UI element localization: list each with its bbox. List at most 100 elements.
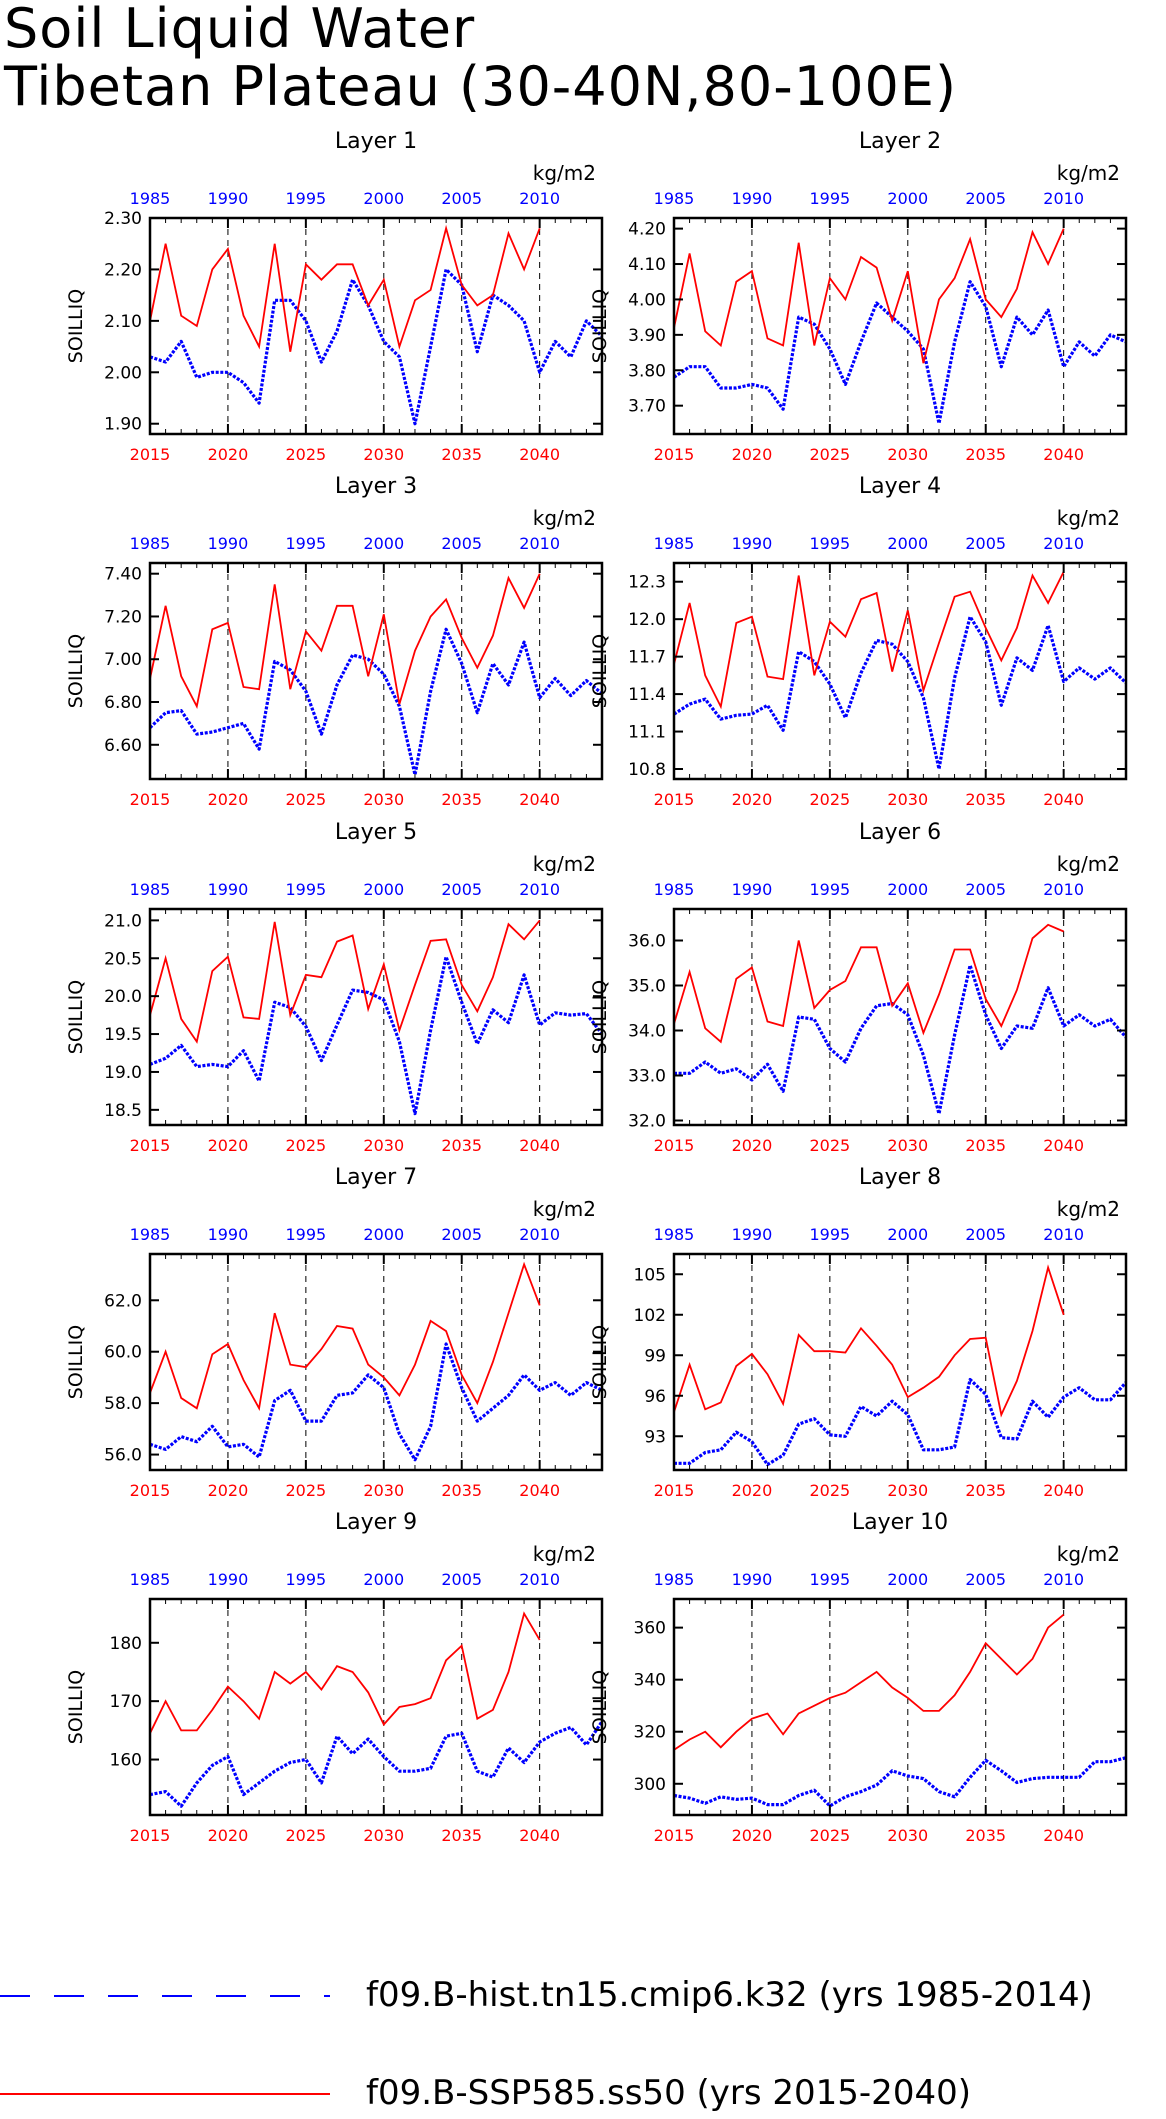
layer-7-xtick-bottom-label: 2025 <box>286 1481 327 1500</box>
layer-3-ytick-label: 7.40 <box>104 565 142 585</box>
layer-1-xtick-bottom-label: 2025 <box>286 445 327 464</box>
layer-8-title: Layer 8 <box>859 1165 941 1190</box>
layer-10-xtick-bottom-label: 2035 <box>965 1826 1006 1845</box>
layer-10-units: kg/m2 <box>1057 1542 1120 1566</box>
layer-5-xtick-bottom-label: 2025 <box>286 1136 327 1155</box>
layer-10-ytick-label: 340 <box>634 1671 666 1691</box>
layer-9-ytick-label: 160 <box>110 1751 142 1771</box>
layer-3-xtick-bottom-label: 2020 <box>208 790 249 809</box>
layer-6-xtick-bottom-label: 2020 <box>732 1136 773 1155</box>
layer-10-xtick-top-label: 2010 <box>1043 1570 1084 1589</box>
layer-8-ytick-label: 105 <box>634 1265 666 1285</box>
layer-6-ytick-label: 34.0 <box>628 1022 666 1042</box>
layer-9-xtick-top-label: 1990 <box>208 1570 249 1589</box>
layer-4-xtick-bottom-label: 2015 <box>654 790 695 809</box>
layer-6-ytick-label: 33.0 <box>628 1067 666 1087</box>
layer-2-xtick-bottom-label: 2040 <box>1043 445 1084 464</box>
layer-6-xtick-bottom-label: 2025 <box>810 1136 851 1155</box>
layer-5-units: kg/m2 <box>533 852 596 876</box>
layer-6-xtick-top-label: 2005 <box>965 880 1006 899</box>
layer-10-title: Layer 10 <box>852 1510 948 1535</box>
layer-9-xtick-top-label: 2005 <box>441 1570 482 1589</box>
layer-6-series-ssp-line <box>673 923 1065 1044</box>
layer-2-xtick-top-label: 2010 <box>1043 189 1084 208</box>
layer-3-xtick-bottom-label: 2025 <box>286 790 327 809</box>
layer-8-xtick-bottom-label: 2015 <box>654 1481 695 1500</box>
layer-4-xtick-top-label: 1990 <box>732 534 773 553</box>
layer-4-ytick-label: 12.3 <box>628 573 666 593</box>
layer-5-xtick-top-label: 1990 <box>208 880 249 899</box>
layer-2-xtick-bottom-label: 2020 <box>732 445 773 464</box>
layer-8-ytick-label: 99 <box>644 1346 666 1366</box>
layer-7-xtick-top-label: 2010 <box>519 1225 560 1244</box>
layer-6-ylabel: SOILLIQ <box>589 980 611 1054</box>
layer-1-xtick-bottom-label: 2035 <box>441 445 482 464</box>
layer-2-xtick-bottom-label: 2015 <box>654 445 695 464</box>
layer-2-ytick-label: 3.80 <box>628 361 666 381</box>
layer-6-ytick-label: 36.0 <box>628 932 666 952</box>
layer-8-xtick-top-label: 2005 <box>965 1225 1006 1244</box>
layer-6-xtick-top-label: 2000 <box>887 880 928 899</box>
layer-3-ytick-label: 6.60 <box>104 736 142 756</box>
layer-10-xtick-bottom-label: 2015 <box>654 1826 695 1845</box>
layer-4-xtick-top-label: 2000 <box>887 534 928 553</box>
layer-6-xtick-bottom-label: 2030 <box>887 1136 928 1155</box>
layer-8-xtick-top-label: 2000 <box>887 1225 928 1244</box>
layer-2-series-ssp-line <box>673 228 1065 364</box>
layer-5-xtick-bottom-label: 2030 <box>363 1136 404 1155</box>
layer-8-xtick-top-label: 1995 <box>810 1225 851 1244</box>
layer-9-ytick-label: 170 <box>110 1692 142 1712</box>
layer-6-units: kg/m2 <box>1057 852 1120 876</box>
layer-9-xtick-bottom-label: 2025 <box>286 1826 327 1845</box>
layer-5-xtick-top-label: 2010 <box>519 880 560 899</box>
layer-5-ytick-label: 20.0 <box>104 987 142 1007</box>
layer-10-frame <box>672 1597 1128 1817</box>
layer-4-series-hist-line <box>673 615 1128 771</box>
layer-9-ylabel: SOILLIQ <box>65 1670 87 1744</box>
layer-1-series-hist-line <box>149 267 604 426</box>
layer-10-xtick-bottom-label: 2030 <box>887 1826 928 1845</box>
layer-9-xtick-bottom-label: 2035 <box>441 1826 482 1845</box>
layer-7-xtick-bottom-label: 2035 <box>441 1481 482 1500</box>
layer-3-ytick-label: 6.80 <box>104 693 142 713</box>
layer-2-ytick-label: 4.00 <box>628 290 666 310</box>
layer-6-xtick-top-label: 1990 <box>732 880 773 899</box>
layer-3-series-hist-line <box>148 627 604 777</box>
layer-4-ytick-label: 11.4 <box>628 685 666 705</box>
layer-3-units: kg/m2 <box>533 506 596 530</box>
layer-3-title: Layer 3 <box>335 474 417 499</box>
layer-6-xtick-top-label: 1985 <box>654 880 695 899</box>
layer-2-xtick-top-label: 2000 <box>887 189 928 208</box>
layer-10-xtick-top-label: 2000 <box>887 1570 928 1589</box>
layer-2-ytick-label: 4.10 <box>628 255 666 275</box>
layer-4-xtick-bottom-label: 2040 <box>1043 790 1084 809</box>
layer-1-xtick-top-label: 2000 <box>363 189 404 208</box>
layer-3-xtick-bottom-label: 2015 <box>130 790 171 809</box>
layer-2-ytick-label: 3.70 <box>628 397 666 417</box>
layer-8-xtick-bottom-label: 2030 <box>887 1481 928 1500</box>
layer-9-series-ssp-line <box>149 1611 541 1734</box>
layer-9-xtick-bottom-label: 2030 <box>363 1826 404 1845</box>
layer-2-series-hist-line <box>673 280 1127 425</box>
layer-1-xtick-top-label: 1990 <box>208 189 249 208</box>
layer-6-frame <box>672 907 1128 1127</box>
layer-3-frame <box>148 561 604 781</box>
layer-1-xtick-bottom-label: 2015 <box>130 445 171 464</box>
layer-7-xtick-top-label: 2000 <box>363 1225 404 1244</box>
layer-6-xtick-bottom-label: 2040 <box>1043 1136 1084 1155</box>
layer-4-ytick-label: 12.0 <box>628 610 666 630</box>
layer-2-xtick-bottom-label: 2025 <box>810 445 851 464</box>
layer-7-xtick-bottom-label: 2015 <box>130 1481 171 1500</box>
layer-3-xtick-top-label: 1995 <box>286 534 327 553</box>
layer-6-title: Layer 6 <box>859 820 941 845</box>
layer-1-units: kg/m2 <box>533 161 596 185</box>
layer-2-xtick-bottom-label: 2030 <box>887 445 928 464</box>
layer-2-xtick-top-label: 1990 <box>732 189 773 208</box>
layer-5-ylabel: SOILLIQ <box>65 980 87 1054</box>
layer-7-title: Layer 7 <box>335 1165 417 1190</box>
layer-5-xtick-bottom-label: 2015 <box>130 1136 171 1155</box>
layer-4-xtick-top-label: 1985 <box>654 534 695 553</box>
layer-3-xtick-top-label: 2000 <box>363 534 404 553</box>
layer-3-xtick-bottom-label: 2030 <box>363 790 404 809</box>
